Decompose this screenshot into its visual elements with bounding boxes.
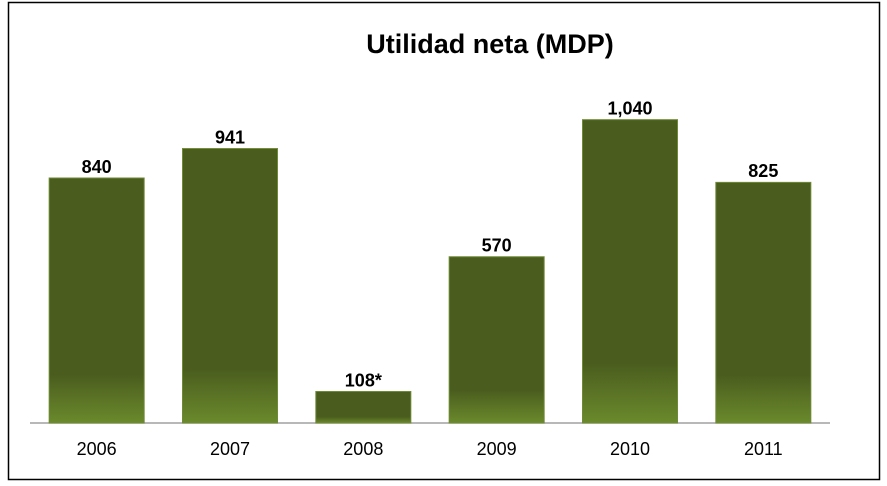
bar: [582, 119, 678, 424]
chart-title: Utilidad neta (MDP): [366, 29, 614, 59]
x-tick-label: 2009: [477, 439, 517, 459]
value-label: 840: [82, 157, 112, 177]
x-tick-label: 2008: [343, 439, 383, 459]
value-label: 941: [215, 127, 245, 147]
bar: [48, 177, 145, 424]
value-label: 1,040: [607, 98, 652, 118]
bar: [448, 256, 545, 424]
x-tick-label: 2007: [210, 439, 250, 459]
value-label: 108*: [345, 370, 382, 390]
x-tick-label: 2011: [744, 439, 783, 459]
x-tick-label: 2006: [77, 439, 117, 459]
bar: [715, 181, 812, 424]
bar: [315, 391, 412, 424]
value-label: 825: [748, 161, 778, 181]
value-label: 570: [482, 236, 512, 256]
x-tick-label: 2010: [610, 439, 650, 459]
bar: [182, 148, 278, 424]
